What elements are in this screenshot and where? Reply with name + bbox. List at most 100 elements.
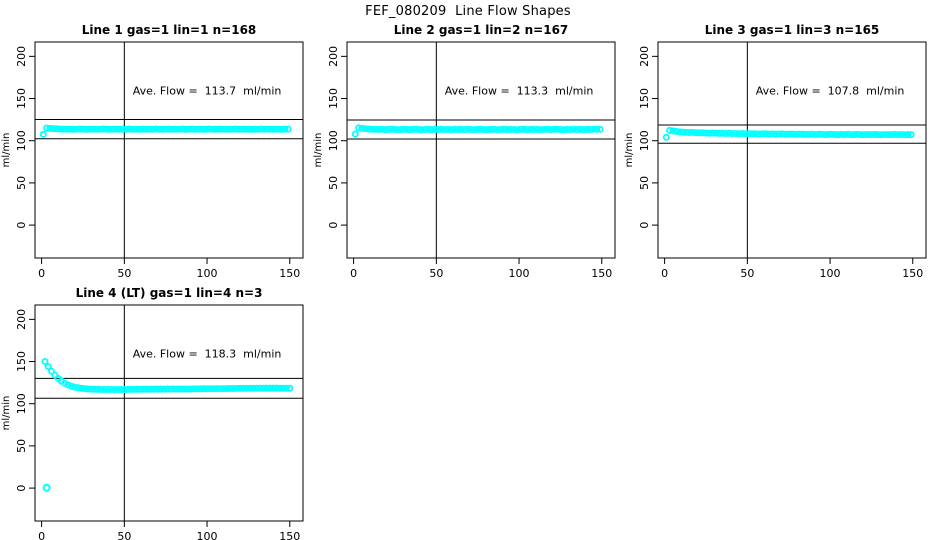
data-point: [175, 125, 183, 133]
data-point: [195, 125, 203, 133]
data-point: [742, 130, 750, 138]
data-point: [732, 129, 740, 137]
data-point: [170, 385, 178, 393]
plot-box: [34, 304, 304, 522]
data-point: [142, 125, 150, 133]
y-tick-label: 50: [327, 176, 340, 190]
x-tick-label: 50: [429, 267, 443, 280]
data-point: [596, 125, 604, 133]
data-point: [593, 125, 601, 133]
data-point: [163, 385, 171, 393]
data-point: [69, 125, 77, 133]
data-point: [259, 384, 267, 392]
data-point: [84, 385, 92, 393]
data-point: [877, 131, 885, 139]
data-point: [867, 131, 875, 139]
data-point: [64, 381, 72, 389]
plot-box: [346, 41, 616, 259]
data-point: [527, 125, 535, 133]
data-point: [190, 385, 198, 393]
x-tick-label: 0: [350, 267, 357, 280]
data-point: [129, 125, 137, 133]
data-point: [279, 384, 287, 392]
data-point: [407, 126, 415, 134]
outlier-point: [42, 483, 51, 492]
y-tick-label: 50: [638, 176, 651, 190]
data-point: [709, 129, 717, 137]
data-point: [135, 125, 143, 133]
data-point: [269, 384, 277, 392]
data-point: [277, 125, 285, 133]
data-point: [110, 385, 118, 393]
data-point: [41, 357, 49, 365]
data-point: [768, 130, 776, 138]
data-point: [388, 125, 396, 133]
data-point: [834, 131, 842, 139]
data-point: [258, 125, 266, 133]
data-point: [762, 130, 770, 138]
data-point: [46, 124, 54, 132]
data-point: [576, 125, 584, 133]
ave-flow-annotation: Ave. Flow = 118.3 ml/min: [133, 347, 282, 360]
data-point: [243, 384, 251, 392]
data-point: [196, 385, 204, 393]
data-point: [745, 130, 753, 138]
data-point: [493, 126, 501, 134]
data-point: [53, 125, 61, 133]
data-point: [907, 131, 915, 139]
data-point: [183, 385, 191, 393]
data-point: [210, 385, 218, 393]
data-point: [864, 130, 872, 138]
data-point: [162, 125, 170, 133]
data-point: [513, 126, 521, 134]
data-point: [695, 129, 703, 137]
data-point: [67, 382, 75, 390]
panel-title: Line 1 gas=1 lin=1 n=168: [82, 23, 257, 37]
data-point: [897, 130, 905, 138]
data-point: [705, 129, 713, 137]
data-point: [200, 385, 208, 393]
data-point: [140, 385, 148, 393]
data-point: [477, 125, 485, 133]
data-point: [107, 385, 115, 393]
data-point: [86, 125, 94, 133]
data-point: [203, 385, 211, 393]
data-point: [66, 125, 74, 133]
y-tick-label: 200: [638, 46, 651, 67]
data-point: [281, 125, 289, 133]
data-point: [811, 130, 819, 138]
data-point: [253, 384, 261, 392]
data-point: [229, 384, 237, 392]
data-point: [666, 126, 674, 134]
data-point: [276, 384, 284, 392]
data-point: [268, 125, 276, 133]
data-point: [225, 125, 233, 133]
data-point: [391, 126, 399, 134]
x-tick-label: 50: [117, 530, 131, 540]
data-point: [112, 125, 120, 133]
data-point: [417, 126, 425, 134]
data-point: [157, 385, 165, 393]
data-point: [699, 129, 707, 137]
data-point: [138, 125, 146, 133]
data-point: [236, 384, 244, 392]
y-tick-label: 200: [15, 309, 28, 330]
data-point: [241, 125, 249, 133]
y-tick-label: 200: [327, 46, 340, 67]
data-point: [130, 385, 138, 393]
x-tick-label: 150: [279, 530, 300, 540]
data-point: [398, 125, 406, 133]
data-point: [586, 126, 594, 134]
data-point: [226, 384, 234, 392]
data-point: [381, 126, 389, 134]
data-point: [152, 125, 160, 133]
data-point: [143, 385, 151, 393]
data-point: [480, 126, 488, 134]
data-point: [256, 384, 264, 392]
data-point: [778, 130, 786, 138]
data-point: [384, 125, 392, 133]
data-point: [447, 126, 455, 134]
data-point: [104, 385, 112, 393]
data-point: [484, 126, 492, 134]
data-point: [444, 125, 452, 133]
